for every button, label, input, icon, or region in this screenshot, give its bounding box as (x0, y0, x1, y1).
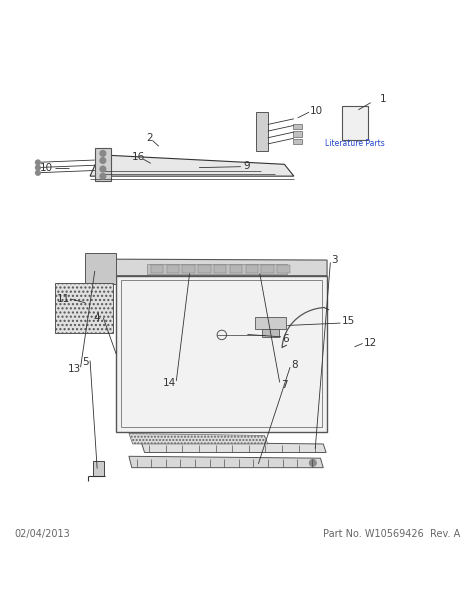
Bar (166, 265, 179, 273)
Text: 1: 1 (380, 94, 386, 104)
Text: 5: 5 (82, 357, 89, 367)
Polygon shape (90, 155, 294, 176)
Bar (246, 265, 258, 273)
Bar (182, 265, 195, 273)
Polygon shape (95, 148, 111, 181)
Bar (198, 265, 210, 273)
Circle shape (36, 160, 40, 165)
Bar (214, 265, 227, 273)
Bar (342, 105, 368, 140)
Text: 10: 10 (310, 106, 323, 116)
Bar (147, 264, 287, 274)
Bar (256, 112, 268, 151)
Text: Literature Parts: Literature Parts (325, 139, 385, 148)
Bar (230, 265, 242, 273)
Text: 16: 16 (132, 151, 145, 162)
Circle shape (36, 166, 40, 170)
Polygon shape (116, 276, 327, 432)
Text: 12: 12 (364, 338, 377, 348)
Text: 8: 8 (292, 360, 298, 370)
Bar (93, 462, 104, 476)
Text: 7: 7 (281, 379, 288, 390)
Text: 9: 9 (243, 161, 250, 171)
Polygon shape (55, 283, 113, 333)
Circle shape (310, 460, 316, 466)
Text: 4: 4 (94, 313, 100, 323)
Text: 13: 13 (68, 364, 82, 374)
Bar (293, 124, 302, 129)
Bar (277, 265, 290, 273)
Bar (262, 329, 279, 337)
Text: 11: 11 (56, 294, 70, 304)
Bar (262, 265, 274, 273)
Polygon shape (129, 456, 323, 468)
Circle shape (100, 173, 106, 179)
Circle shape (100, 166, 106, 172)
Bar (85, 253, 116, 284)
Text: 6: 6 (282, 333, 289, 344)
Text: 14: 14 (163, 378, 176, 388)
Text: 2: 2 (146, 133, 153, 143)
Text: Part No. W10569426  Rev. A: Part No. W10569426 Rev. A (322, 529, 460, 539)
Circle shape (100, 158, 106, 163)
Circle shape (100, 151, 106, 156)
Polygon shape (129, 433, 268, 444)
Bar (255, 318, 286, 329)
Bar (293, 131, 302, 137)
Text: 15: 15 (342, 316, 355, 326)
Text: 10: 10 (40, 162, 53, 173)
Polygon shape (141, 442, 326, 452)
Bar (151, 265, 163, 273)
Circle shape (36, 170, 40, 175)
Text: 3: 3 (331, 255, 337, 265)
Polygon shape (92, 259, 327, 276)
Bar (293, 139, 302, 145)
Text: 02/04/2013: 02/04/2013 (14, 529, 70, 539)
